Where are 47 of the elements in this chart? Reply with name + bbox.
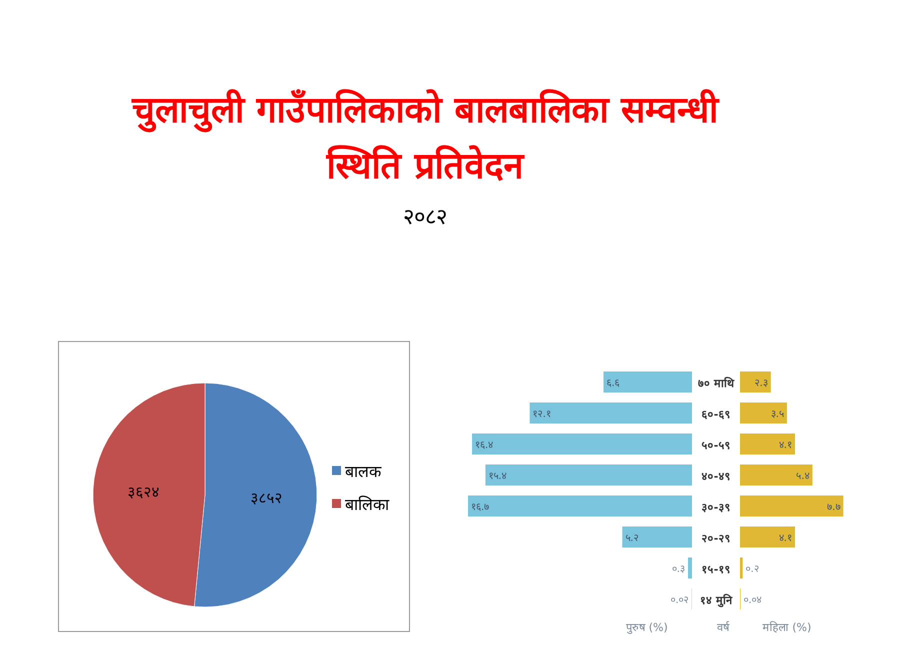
data-label: ०.३ (672, 564, 685, 575)
y-tick-label: ५०-५९ (702, 439, 730, 452)
bar (603, 372, 692, 392)
data-label: ०.०४ (744, 595, 762, 606)
data-label: ६.६ (606, 378, 620, 389)
bar (740, 372, 771, 392)
data-label: १५.४ (488, 471, 507, 482)
y-tick-label: १४ मुनि (700, 593, 733, 608)
data-label: १६.७ (471, 502, 490, 513)
data-label: ०.२ (746, 564, 759, 575)
data-label: ३.५ (770, 409, 784, 420)
bar (468, 496, 692, 516)
bar (740, 496, 844, 516)
y-tick-label: २०-२९ (702, 532, 730, 545)
y-tick-label: ४०-४९ (702, 470, 730, 483)
y-tick-label: ६०-६९ (702, 408, 730, 421)
bar (530, 402, 692, 424)
data-label: ०.०२ (670, 595, 689, 606)
data-label: ३८५२ (250, 488, 283, 507)
bar (472, 434, 692, 454)
data-label: ७.७ (827, 502, 840, 513)
chart-subtitle: २०८२ (403, 205, 447, 230)
text: महिला (%) (762, 621, 812, 634)
chart-title: चुलाचुली गाउँपालिकाको बालबालिका सम्वन्धी स्थिति प्रतिवेदन (131, 89, 720, 187)
data-label: १६.४ (475, 440, 494, 451)
bar (688, 558, 692, 578)
data-label: ५.२ (625, 533, 638, 544)
data-label: ५.४ (796, 471, 810, 482)
bar (485, 464, 692, 486)
data-label: ४.१ (778, 440, 792, 451)
bar (622, 526, 692, 548)
data-label: ३६२४ (127, 483, 160, 502)
y-tick-label: १५-१९ (702, 563, 730, 576)
y-tick-label: ७० माथि (698, 376, 735, 390)
bar (740, 558, 743, 578)
bar (740, 434, 795, 454)
bar (740, 526, 795, 548)
data-label: १२.१ (532, 409, 551, 420)
bar (740, 464, 812, 486)
data-label: २.३ (754, 378, 768, 389)
text: पुरुष (%) (626, 621, 668, 634)
y-axis-title: वर्ष (717, 621, 730, 634)
legend-label: बालक (345, 462, 382, 481)
data-label: ४.१ (778, 533, 792, 544)
y-tick-label: ३०-३९ (702, 501, 730, 514)
legend-label: बालिका (345, 495, 390, 514)
bar (740, 402, 787, 424)
